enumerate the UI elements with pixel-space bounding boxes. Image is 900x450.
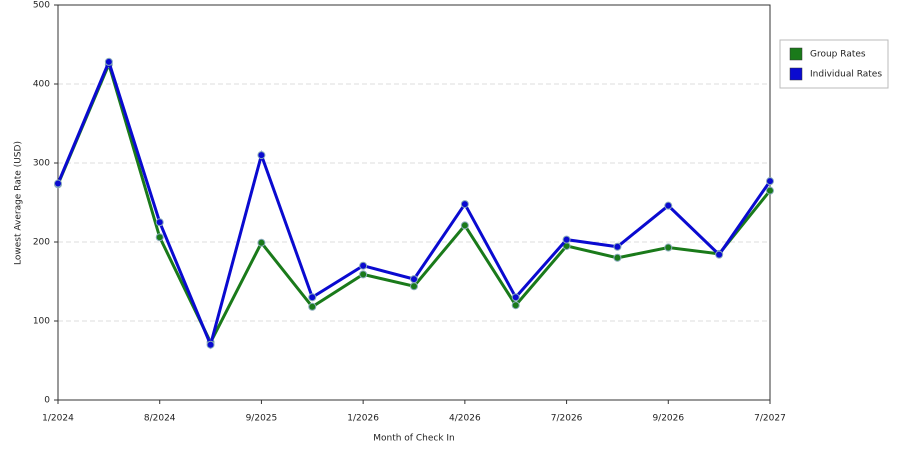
legend-swatch: [789, 67, 803, 81]
point: [359, 270, 368, 279]
x-tick-label: 8/2024: [144, 414, 176, 424]
x-tick-label: 9/2026: [652, 414, 684, 424]
point: [155, 218, 164, 227]
y-tick-label: 500: [33, 1, 50, 11]
x-tick-label: 1/2024: [42, 414, 74, 424]
point: [410, 282, 418, 291]
x-tick-label: 9/2025: [246, 414, 278, 424]
y-tick-label: 0: [44, 396, 50, 406]
point: [562, 235, 571, 244]
point: [206, 340, 215, 349]
point: [664, 243, 673, 252]
point: [511, 301, 520, 310]
series-line: [56, 57, 772, 350]
y-tick-label: 300: [33, 159, 50, 169]
point: [766, 186, 774, 195]
x-tick-label: 7/2027: [754, 414, 786, 424]
legend-box: [779, 39, 889, 89]
point: [359, 261, 368, 270]
point: [511, 293, 520, 302]
point: [54, 179, 62, 188]
point: [613, 253, 622, 262]
point: [715, 250, 724, 259]
point: [613, 242, 622, 251]
y-axis-label: Lowest Average Rate (USD): [14, 141, 24, 265]
point: [664, 201, 673, 210]
plot-frame: [57, 4, 771, 401]
point: [155, 233, 164, 242]
point: [257, 151, 266, 160]
y-tick-label: 400: [33, 80, 50, 90]
series-line: [56, 59, 772, 346]
x-tick-label: 1/2026: [347, 414, 379, 424]
point: [460, 221, 469, 230]
point: [766, 177, 774, 186]
y-tick-label: 100: [33, 317, 50, 327]
point: [257, 238, 266, 247]
point: [460, 200, 469, 209]
x-tick-label: 7/2026: [551, 414, 583, 424]
x-axis-label: Month of Check In: [373, 434, 455, 444]
point: [410, 275, 418, 284]
point: [308, 293, 317, 302]
legend-label: Individual Rates: [810, 70, 882, 80]
legend-swatch: [789, 47, 803, 61]
point: [104, 57, 113, 66]
legend-label: Group Rates: [810, 50, 866, 60]
point: [308, 302, 317, 311]
x-tick-label: 4/2026: [449, 414, 481, 424]
y-tick-label: 200: [33, 238, 50, 248]
